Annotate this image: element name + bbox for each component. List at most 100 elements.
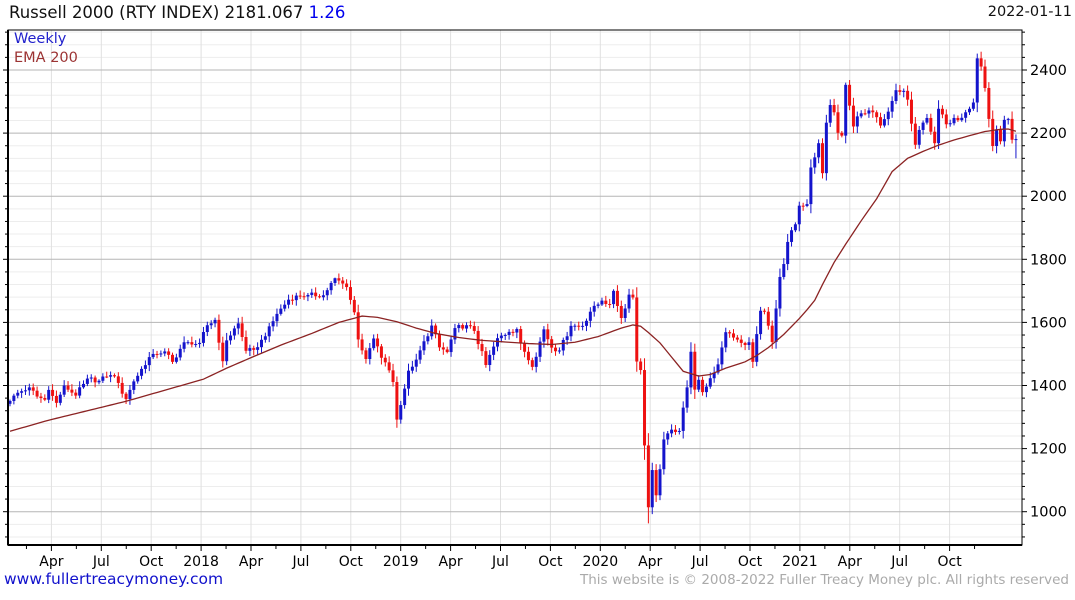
- website-link[interactable]: www.fullertreacymoney.com: [4, 570, 224, 588]
- ema-200-line: [9, 128, 1017, 432]
- candle-down: [379, 346, 383, 358]
- candle-down: [167, 351, 171, 355]
- candle-up: [565, 336, 569, 340]
- candle-up: [20, 391, 24, 393]
- candle-up: [813, 157, 817, 168]
- instrument-title: Russell 2000 (RTY INDEX) 2181.067: [9, 3, 304, 22]
- candle-up: [658, 469, 662, 496]
- x-tick-label: Jul: [491, 554, 509, 570]
- candle-up: [453, 328, 457, 340]
- candle-up: [855, 116, 859, 127]
- candle-down: [298, 295, 302, 297]
- candle-up: [759, 310, 763, 335]
- candle-down: [190, 342, 194, 345]
- candle-up: [948, 123, 952, 125]
- candle-up: [824, 122, 828, 174]
- candle-down: [364, 350, 368, 359]
- candle-down: [244, 337, 248, 351]
- candle-down: [646, 445, 650, 508]
- candle-up: [306, 294, 310, 297]
- candle-up: [147, 357, 151, 366]
- candle-down: [511, 331, 515, 333]
- candle-down: [615, 290, 619, 306]
- candle-up: [109, 375, 113, 377]
- candle-down: [836, 112, 840, 133]
- candles: [8, 51, 1018, 524]
- candle-down: [383, 357, 387, 363]
- candle-up: [538, 341, 542, 357]
- candle-down: [875, 112, 879, 118]
- candle-up: [325, 290, 329, 296]
- candle-up: [925, 117, 929, 123]
- candle-down: [217, 319, 221, 343]
- x-tick-label: Oct: [139, 554, 164, 570]
- candle-down: [604, 300, 608, 304]
- candle-down: [51, 389, 55, 396]
- candle-up: [1002, 119, 1006, 142]
- candle-up: [1006, 118, 1010, 120]
- candle-down: [701, 379, 705, 393]
- candle-down: [70, 389, 74, 393]
- candle-down: [871, 110, 875, 113]
- candle-up: [78, 387, 82, 396]
- candle-up: [685, 387, 689, 408]
- candle-up: [82, 383, 86, 388]
- candle-down: [643, 370, 647, 446]
- candle-up: [677, 430, 681, 432]
- candle-up: [287, 299, 291, 305]
- candle-up: [140, 368, 144, 376]
- timeframe-label: Weekly: [14, 31, 67, 47]
- candle-up: [902, 90, 906, 92]
- candle-up: [368, 348, 372, 359]
- candle-up: [403, 388, 407, 406]
- candle-down: [639, 361, 643, 371]
- candle-up: [995, 129, 999, 147]
- candle-down: [940, 108, 944, 115]
- candle-down: [43, 398, 47, 400]
- candle-up: [283, 304, 287, 309]
- x-tick-label: 2021: [782, 554, 818, 570]
- candle-up: [569, 325, 573, 337]
- candle-up: [623, 308, 627, 318]
- ema-legend-label: EMA 200: [14, 50, 78, 66]
- candle-down: [441, 347, 445, 350]
- candle-up: [321, 295, 325, 298]
- candle-down: [693, 351, 697, 390]
- plot-frame: [7, 29, 1023, 546]
- candle-down: [956, 117, 960, 121]
- candle-down: [554, 347, 558, 352]
- axis-ticks: [3, 31, 1027, 551]
- candle-down: [116, 376, 120, 383]
- candle-down: [546, 329, 550, 340]
- candle-up: [495, 338, 499, 347]
- candle-up: [890, 100, 894, 112]
- candle-down: [155, 353, 159, 355]
- candle-up: [259, 339, 263, 348]
- chart-date: 2022-01-11: [987, 4, 1072, 20]
- x-tick-label: 2020: [582, 554, 618, 570]
- x-tick-label: Jul: [92, 554, 110, 570]
- y-tick-label: 1800: [1030, 252, 1067, 268]
- candle-down: [395, 382, 399, 420]
- candle-up: [449, 339, 453, 353]
- candle-up: [793, 224, 797, 231]
- candle-up: [186, 342, 190, 344]
- x-tick-label: 2018: [183, 554, 219, 570]
- candle-up: [143, 365, 147, 369]
- candle-down: [112, 375, 116, 377]
- gridlines: [8, 30, 1022, 545]
- candle-down: [654, 470, 658, 496]
- x-tick-label: Apr: [239, 554, 263, 570]
- candle-up: [229, 335, 233, 341]
- candle-up: [499, 335, 503, 339]
- candle-down: [608, 303, 612, 305]
- candle-down: [445, 349, 449, 353]
- candle-down: [461, 325, 465, 329]
- candle-down: [348, 287, 352, 300]
- x-tick-label: Jul: [291, 554, 309, 570]
- candle-down: [530, 360, 534, 367]
- candle-up: [809, 167, 813, 205]
- x-tick-label: Jul: [890, 554, 908, 570]
- candle-up: [867, 110, 871, 114]
